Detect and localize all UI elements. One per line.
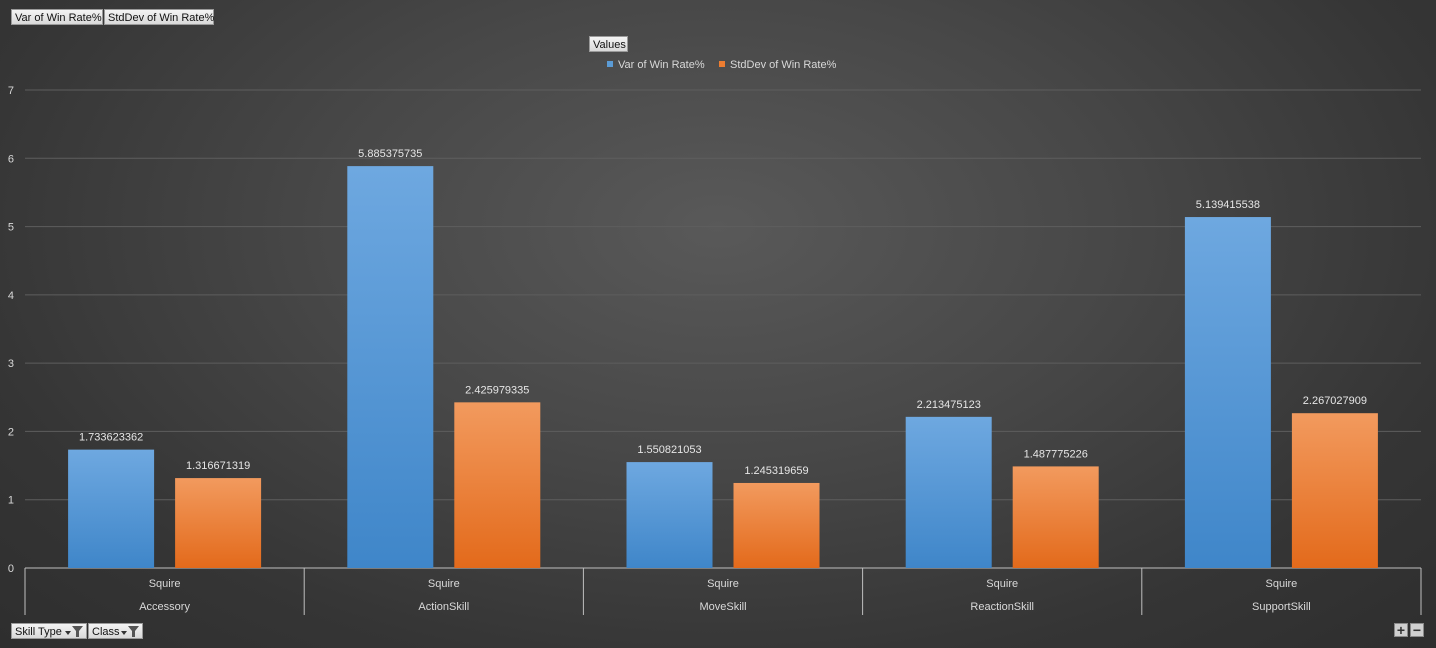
- minus-icon: −: [1412, 622, 1422, 638]
- legend-swatch: [719, 61, 725, 67]
- data-label: 1.733623362: [79, 432, 143, 444]
- y-tick-label: 6: [8, 153, 14, 165]
- bar-var: [68, 449, 155, 568]
- data-label: 2.267027909: [1303, 395, 1367, 407]
- bar-var: [626, 462, 713, 568]
- class-label: Class: [92, 626, 120, 638]
- y-tick-label: 4: [8, 290, 14, 302]
- bar-stddev: [175, 478, 262, 568]
- x-tick-label-skill-type: MoveSkill: [699, 601, 746, 613]
- legend-entry: Var of Win Rate%: [618, 59, 705, 71]
- bar-var: [905, 416, 992, 568]
- x-tick-label-class: Squire: [1266, 578, 1298, 590]
- plus-icon: +: [1396, 622, 1406, 638]
- bar-stddev: [1291, 413, 1378, 568]
- y-tick-label: 3: [8, 358, 14, 370]
- bar-stddev: [454, 402, 541, 568]
- expand-field-button[interactable]: +: [1394, 623, 1408, 637]
- data-label: 2.213475123: [917, 399, 981, 411]
- x-tick-label-skill-type: ActionSkill: [418, 601, 469, 613]
- x-tick-label-skill-type: ReactionSkill: [970, 601, 1034, 613]
- collapse-field-button[interactable]: −: [1410, 623, 1424, 637]
- skill-type-label: Skill Type: [15, 626, 62, 638]
- data-label: 1.245319659: [744, 465, 808, 477]
- values-label: Values: [593, 39, 626, 51]
- bar-stddev: [733, 482, 820, 568]
- legend-entry: StdDev of Win Rate%: [730, 59, 837, 71]
- bar-stddev: [1012, 466, 1099, 568]
- x-tick-label-class: Squire: [149, 578, 181, 590]
- x-tick-label-class: Squire: [986, 578, 1018, 590]
- legend-swatch: [607, 61, 613, 67]
- filter-dropdown-icon: [121, 626, 139, 637]
- y-tick-label: 1: [8, 495, 14, 507]
- y-tick-label: 5: [8, 222, 14, 234]
- class-filter-button[interactable]: Class: [88, 623, 143, 639]
- bar-var: [1184, 217, 1271, 569]
- y-tick-label: 7: [8, 85, 14, 97]
- data-label: 1.487775226: [1024, 448, 1088, 460]
- stddev-of-win-rate-field-button[interactable]: StdDev of Win Rate%: [104, 9, 214, 25]
- var-of-win-rate-field-button[interactable]: Var of Win Rate%: [11, 9, 103, 25]
- values-field-button[interactable]: Values: [589, 36, 628, 52]
- var-field-label: Var of Win Rate%: [15, 12, 102, 24]
- filter-dropdown-icon: [65, 626, 83, 637]
- skill-type-filter-button[interactable]: Skill Type: [11, 623, 87, 639]
- data-label: 5.885375735: [358, 148, 422, 160]
- x-tick-label-class: Squire: [707, 578, 739, 590]
- x-tick-label-skill-type: SupportSkill: [1252, 601, 1311, 613]
- x-tick-label-class: Squire: [428, 578, 460, 590]
- data-label: 5.139415538: [1196, 199, 1260, 211]
- y-tick-label: 0: [8, 563, 14, 575]
- bar-var: [347, 166, 434, 568]
- data-label: 1.550821053: [637, 444, 701, 456]
- y-tick-label: 2: [8, 426, 14, 438]
- data-label: 1.316671319: [186, 460, 250, 472]
- x-tick-label-skill-type: Accessory: [139, 601, 190, 613]
- data-label: 2.425979335: [465, 384, 529, 396]
- stddev-field-label: StdDev of Win Rate%: [108, 12, 215, 24]
